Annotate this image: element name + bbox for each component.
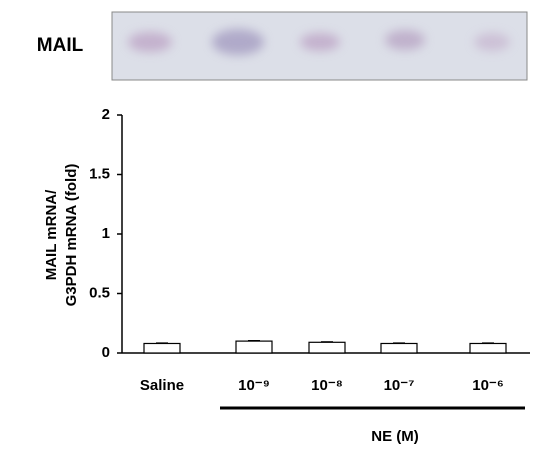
y-axis-label: MAIL mRNA/: [43, 189, 60, 280]
x-tick-label: 10⁻⁷: [384, 377, 415, 394]
bar: [309, 342, 345, 353]
y-tick-label: 0.5: [89, 284, 110, 301]
y-tick-label: 1.5: [89, 165, 110, 182]
x-tick-label: 10⁻⁶: [472, 377, 504, 394]
x-tick-label: 10⁻⁸: [311, 377, 343, 394]
x-tick-label: Saline: [140, 377, 184, 394]
y-axis-label: G3PDH mRNA (fold): [63, 164, 80, 307]
bar: [236, 341, 272, 353]
y-tick-label: 1: [102, 225, 110, 242]
chart: MAIL MAIL mRNA/ G3PDH mRNA (fold) NE (M)…: [0, 0, 535, 454]
bar: [381, 343, 417, 353]
x-tick-label: 10⁻⁹: [238, 377, 270, 394]
bar: [144, 343, 180, 353]
y-tick-label: 0: [102, 344, 110, 361]
y-tick-label: 2: [102, 106, 110, 123]
group-label: NE (M): [371, 428, 419, 445]
page: {"chart_data": {"type": "bar", "blot_lab…: [0, 0, 535, 454]
blot-label: MAIL: [37, 35, 84, 56]
blot-image: [112, 12, 527, 80]
bar: [470, 343, 506, 353]
